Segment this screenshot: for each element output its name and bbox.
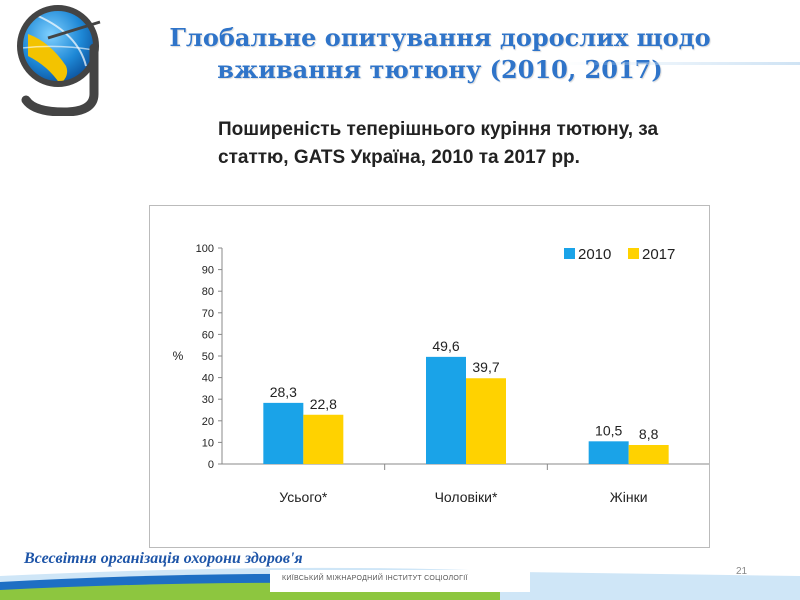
slide-title-wrap: Глобальне опитування дорослих щодо вжива…	[100, 22, 780, 86]
bar-2017-1	[466, 378, 506, 464]
y-tick-label: 100	[196, 243, 214, 255]
data-label: 39,7	[472, 359, 499, 375]
y-tick-label: 80	[202, 286, 214, 298]
chart-frame: 0 10 20 30 40 50 60 70 80 90 100% 28,3 22,8 Усього* 49…	[149, 205, 710, 548]
data-label: 10,5	[595, 422, 622, 438]
data-label: 49,6	[432, 338, 459, 354]
data-label: 8,8	[639, 426, 659, 442]
bar-2010-0	[263, 402, 304, 464]
page-number: 21	[736, 566, 748, 577]
legend-label-2017: 2017	[642, 246, 675, 263]
y-tick-label: 60	[202, 329, 214, 341]
footer-band	[0, 567, 800, 600]
data-label: 28,3	[270, 384, 297, 400]
y-axis-label: %	[173, 349, 184, 363]
y-tick-label: 20	[202, 416, 214, 428]
footer-organization: Всесвітня організація охорони здоров'я	[24, 550, 303, 567]
bar-2017-2	[628, 444, 669, 464]
y-tick-label: 70	[202, 308, 214, 320]
y-tick-label: 0	[208, 459, 214, 471]
y-tick-label: 30	[202, 394, 214, 406]
y-tick-label: 90	[202, 265, 214, 277]
slide-title: Глобальне опитування дорослих щодо вжива…	[169, 23, 711, 84]
bar-2010-2	[588, 441, 629, 464]
legend-swatch-2017	[628, 248, 639, 259]
data-label: 22,8	[310, 396, 337, 412]
y-tick-label: 50	[202, 351, 214, 363]
y-tick-label: 40	[202, 373, 214, 385]
title-divider	[560, 62, 800, 65]
legend-swatch-2010	[564, 248, 575, 259]
chart-title: Поширеність теперішнього куріння тютюну,…	[218, 119, 659, 168]
footer-institute: Київський міжнародний інститут соціологі…	[282, 575, 468, 582]
x-tick-label: Чоловіки*	[435, 489, 498, 505]
bar-2017-0	[303, 414, 344, 464]
legend-label-2010: 2010	[578, 246, 611, 263]
bar-2010-1	[426, 356, 466, 464]
x-tick-label: Жінки	[610, 489, 648, 505]
x-tick-label: Усього*	[279, 489, 328, 505]
gats-logo	[17, 5, 101, 116]
y-tick-label: 10	[202, 437, 214, 449]
bar-chart: 0 10 20 30 40 50 60 70 80 90 100% 28,3 22,8 Усього* 49…	[173, 243, 709, 505]
